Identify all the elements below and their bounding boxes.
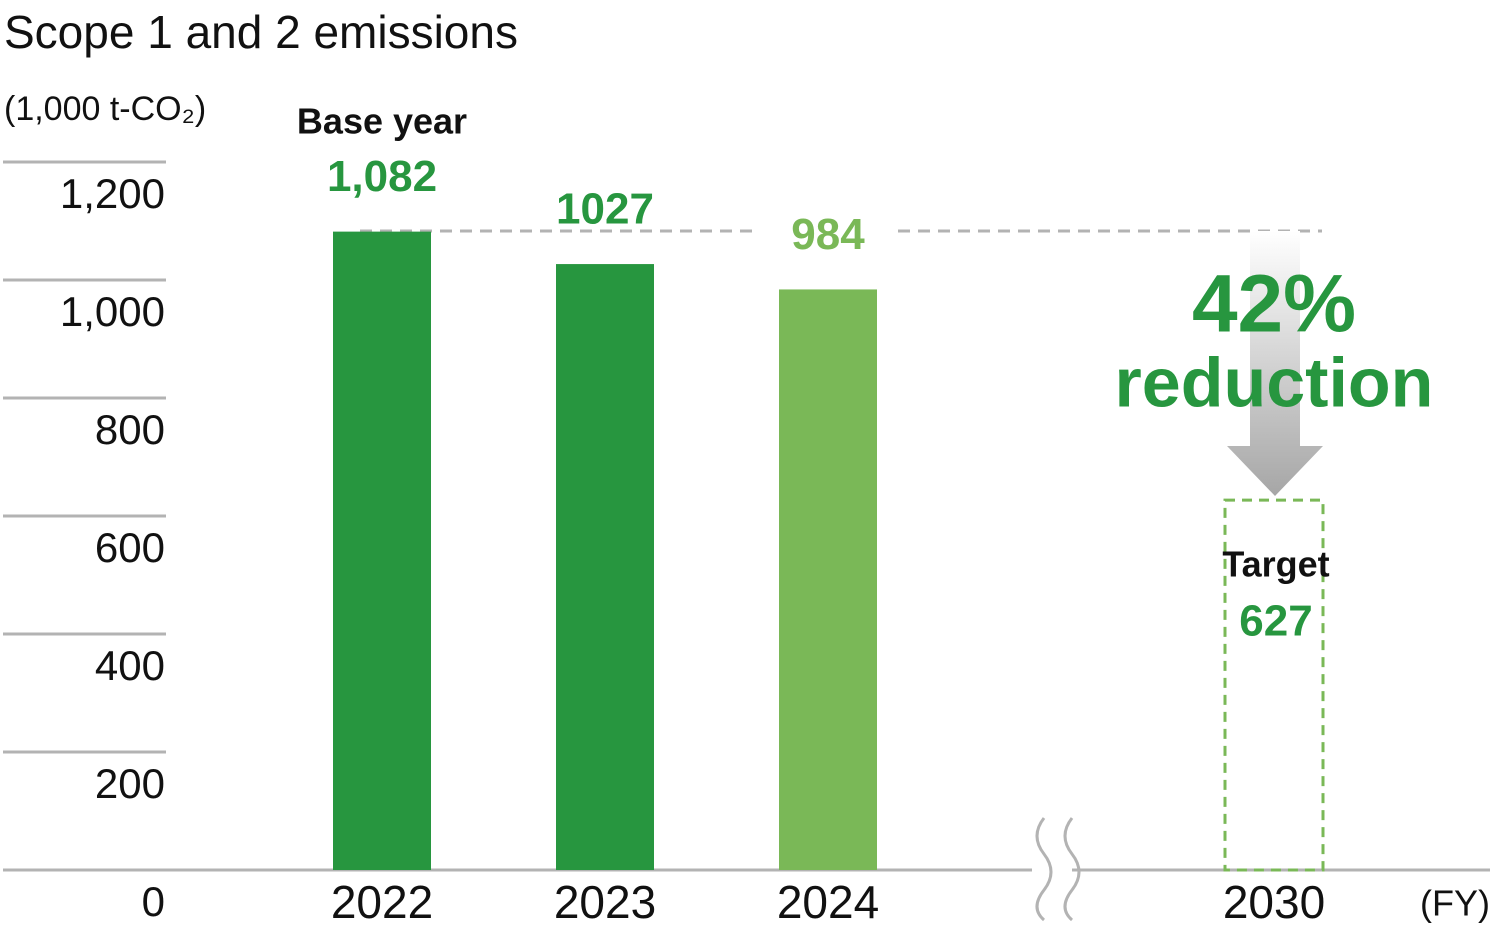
x-axis-label: (FY) [1420, 883, 1490, 924]
x-tick-label: 2022 [331, 876, 433, 928]
value-label: 627 [1239, 597, 1312, 646]
y-tick-label: 1,200 [60, 170, 165, 217]
bar [779, 289, 877, 870]
value-label: 1027 [556, 185, 654, 234]
axis-break [1035, 817, 1053, 922]
y-tick-label: 0 [142, 878, 165, 925]
y-tick-label: 1,000 [60, 288, 165, 335]
value-label: 1,082 [327, 152, 437, 201]
y-tick-label: 200 [95, 760, 165, 807]
value-label: 984 [791, 210, 865, 259]
x-tick-label: 2024 [777, 876, 879, 928]
target-label: Target [1222, 544, 1329, 585]
bar [556, 264, 654, 870]
y-tick-label: 600 [95, 524, 165, 571]
reduction-text: reduction [1115, 343, 1434, 421]
reduction-percent: 42% [1192, 259, 1356, 350]
x-tick-label: 2030 [1223, 876, 1325, 928]
y-tick-label: 400 [95, 642, 165, 689]
y-tick-label: 800 [95, 406, 165, 453]
x-tick-label: 2023 [554, 876, 656, 928]
y-axis-label: (1,000 t-CO₂) [4, 90, 206, 128]
chart-title: Scope 1 and 2 emissions [4, 6, 518, 58]
target-bar [1223, 498, 1325, 872]
axis-break [1063, 817, 1081, 922]
reduction-arrow [1227, 231, 1323, 496]
base-year-label: Base year [297, 101, 467, 142]
bar [333, 231, 431, 870]
